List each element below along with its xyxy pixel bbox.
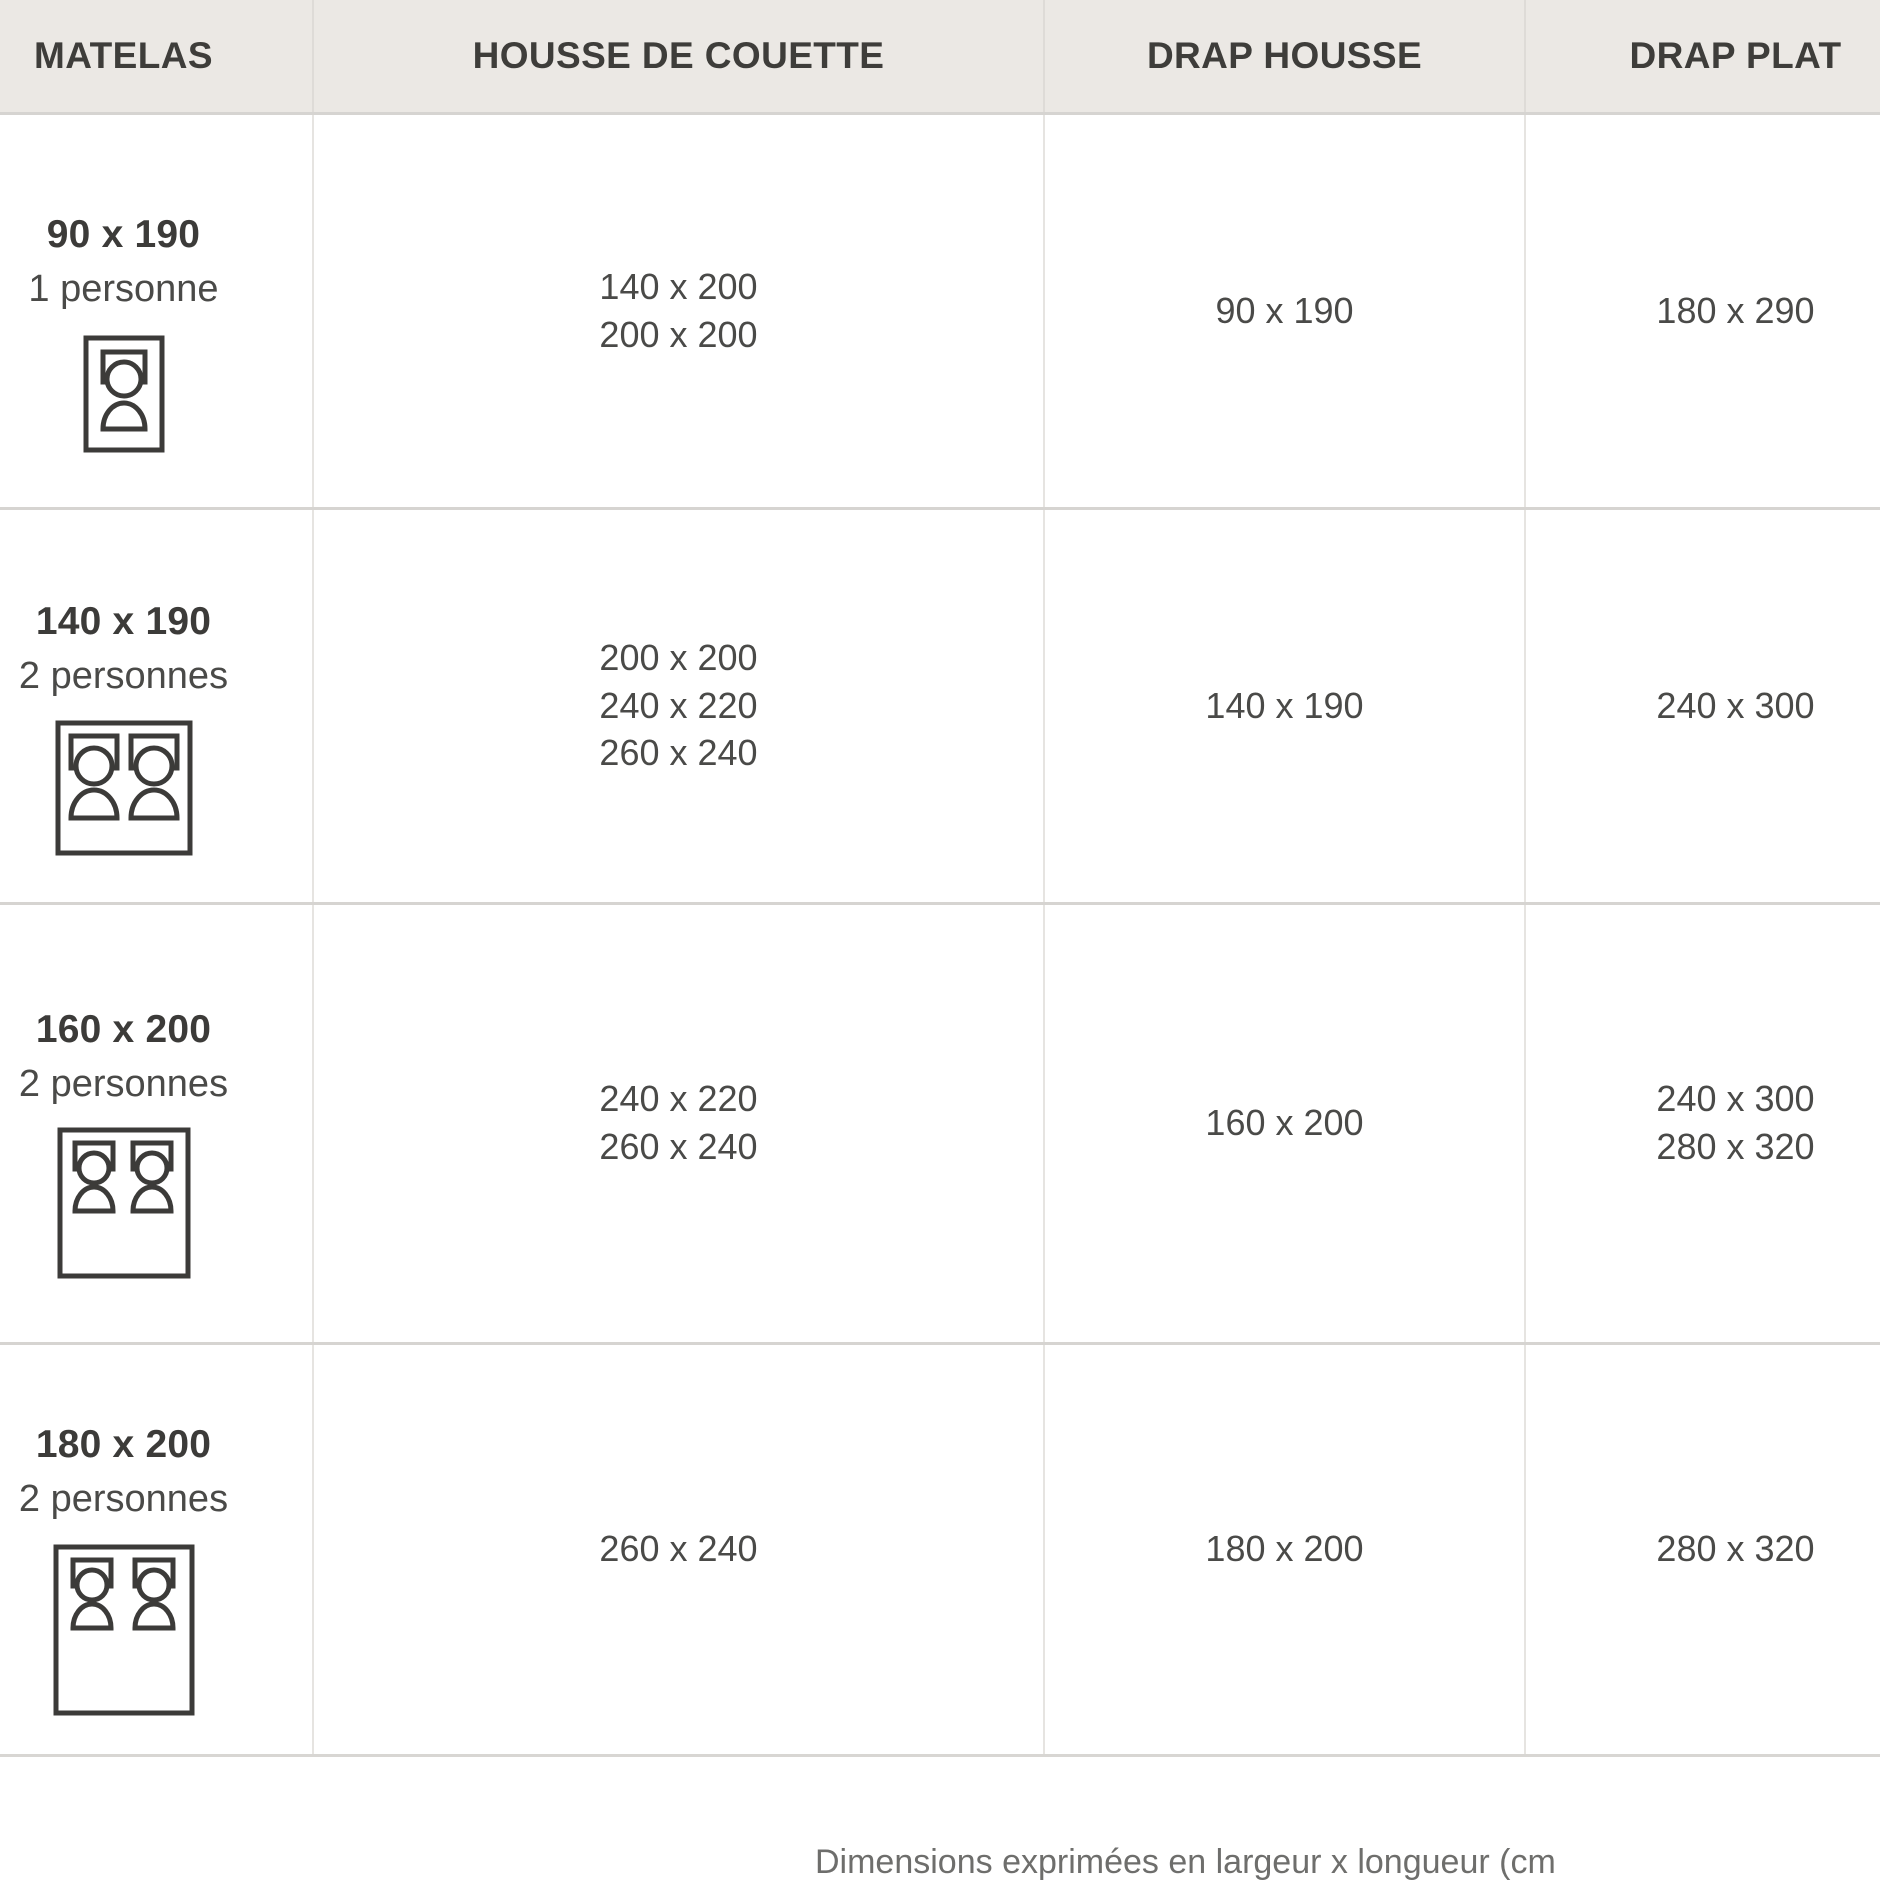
bed-icon-wrap: [53, 1544, 195, 1716]
table-header: MATELAS HOUSSE DE COUETTE DRAP HOUSSE DR…: [0, 0, 1880, 113]
column-header-matelas: MATELAS: [0, 0, 314, 113]
cell-drap-plat: 180 x 290: [1525, 113, 1880, 510]
value-item: 280 x 320: [1656, 1126, 1815, 1167]
value-list: 200 x 200 240 x 220 260 x 240: [314, 634, 1043, 777]
cell-drap-housse: 180 x 200: [1044, 1343, 1526, 1757]
mattress-occupancy: 2 personnes: [18, 1063, 229, 1106]
table-row: 160 x 200 2 personnes: [0, 903, 1880, 1345]
footer-note: Dimensions exprimées en largeur x longue…: [815, 1843, 1556, 1880]
value-list: 240 x 300: [1526, 682, 1880, 730]
value-list: 180 x 290: [1526, 287, 1880, 335]
value-item: 240 x 300: [1656, 1078, 1815, 1120]
cell-matelas: 90 x 190 1 personne: [0, 113, 314, 510]
double-bed-icon: [57, 1127, 190, 1279]
value-list: 240 x 300 280 x 320: [1526, 1075, 1880, 1170]
table-row: 140 x 190 2 personnes: [0, 508, 1880, 905]
mattress-size: 180 x 200: [35, 1423, 212, 1467]
value-item: 260 x 240: [599, 1528, 758, 1570]
bed-icon-wrap: [55, 720, 193, 856]
cell-housse-de-couette: 240 x 220 260 x 240: [313, 903, 1045, 1345]
single-bed-icon: [83, 335, 164, 453]
cell-housse-de-couette: 140 x 200 200 x 200: [313, 113, 1045, 510]
value-item: 260 x 240: [599, 1126, 758, 1167]
mattress-occupancy: 1 personne: [28, 267, 219, 310]
value-item: 240 x 220: [599, 684, 758, 726]
value-list: 140 x 190: [1045, 682, 1524, 730]
double-bed-icon: [53, 1544, 194, 1716]
value-item: 160 x 200: [1205, 1102, 1364, 1144]
cell-drap-housse: 90 x 190: [1044, 113, 1526, 510]
value-item: 140 x 190: [1205, 684, 1364, 726]
mattress-size: 140 x 190: [35, 599, 212, 643]
double-bed-icon: [55, 720, 192, 856]
value-list: 140 x 200 200 x 200: [314, 263, 1043, 358]
value-item: 180 x 290: [1656, 289, 1815, 331]
cell-matelas: 160 x 200 2 personnes: [0, 903, 314, 1345]
bed-icon-wrap: [83, 335, 165, 453]
cell-drap-housse: 160 x 200: [1044, 903, 1526, 1345]
table-row: 90 x 190 1 personne: [0, 113, 1880, 510]
cell-matelas: 140 x 190 2 personnes: [0, 508, 314, 905]
bed-icon-wrap: [57, 1127, 191, 1279]
table-body: 90 x 190 1 personne: [0, 113, 1880, 1757]
cell-housse-de-couette: 200 x 200 240 x 220 260 x 240: [313, 508, 1045, 905]
mattress-occupancy: 2 personnes: [18, 654, 229, 697]
value-list: 260 x 240: [314, 1525, 1043, 1573]
cell-drap-plat: 280 x 320: [1525, 1343, 1880, 1757]
value-list: 180 x 200: [1045, 1525, 1524, 1573]
value-item: 140 x 200: [599, 265, 758, 307]
table-row: 180 x 200 2 personnes: [0, 1343, 1880, 1757]
cell-housse-de-couette: 260 x 240: [313, 1343, 1045, 1757]
header-row: MATELAS HOUSSE DE COUETTE DRAP HOUSSE DR…: [0, 0, 1880, 113]
mattress-size: 160 x 200: [35, 1008, 212, 1052]
column-header-housse-de-couette: HOUSSE DE COUETTE: [313, 0, 1045, 113]
column-header-drap-plat: DRAP PLAT: [1525, 0, 1880, 113]
value-item: 200 x 200: [599, 313, 758, 355]
value-item: 280 x 320: [1656, 1528, 1815, 1570]
cell-matelas: 180 x 200 2 personnes: [0, 1343, 314, 1757]
value-item: 90 x 190: [1215, 289, 1354, 331]
cell-drap-housse: 140 x 190: [1044, 508, 1526, 905]
cell-drap-plat: 240 x 300: [1525, 508, 1880, 905]
mattress-occupancy: 2 personnes: [18, 1478, 229, 1521]
value-list: 280 x 320: [1526, 1525, 1880, 1573]
bedding-dimensions-table: MATELAS HOUSSE DE COUETTE DRAP HOUSSE DR…: [0, 0, 1880, 1757]
value-list: 240 x 220 260 x 240: [314, 1075, 1043, 1170]
value-item: 260 x 240: [599, 732, 758, 774]
column-header-drap-housse: DRAP HOUSSE: [1044, 0, 1526, 113]
value-item: 240 x 220: [599, 1078, 758, 1120]
value-item: 180 x 200: [1205, 1528, 1364, 1570]
value-list: 90 x 190: [1045, 287, 1524, 335]
cell-drap-plat: 240 x 300 280 x 320: [1525, 903, 1880, 1345]
value-item: 200 x 200: [599, 637, 758, 679]
value-item: 240 x 300: [1656, 684, 1815, 726]
mattress-size: 90 x 190: [46, 212, 201, 256]
value-list: 160 x 200: [1045, 1099, 1524, 1147]
